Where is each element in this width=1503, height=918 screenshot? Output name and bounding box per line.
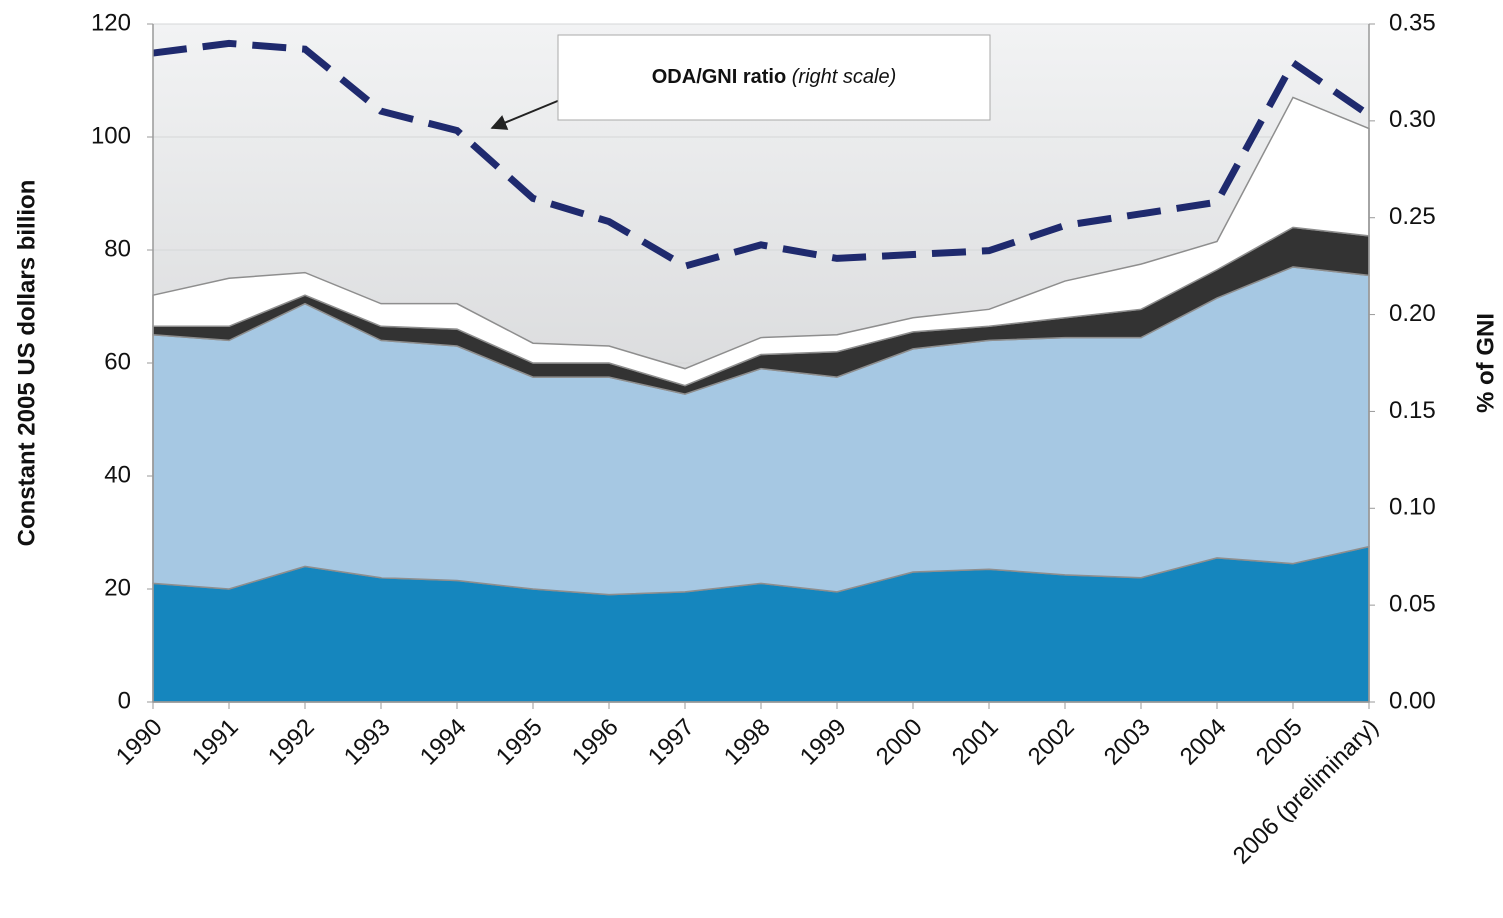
- y-tick-label: 0: [118, 687, 131, 714]
- x-tick-label: 1997: [643, 714, 700, 771]
- x-tick-label: 2005: [1251, 714, 1308, 771]
- y-tick-label: 20: [104, 574, 131, 601]
- y2-tick-label: 0.35: [1389, 9, 1436, 36]
- x-tick-label: 2003: [1099, 714, 1156, 771]
- x-tick-label: 2006 (preliminary): [1228, 714, 1384, 870]
- y2-tick-label: 0.05: [1389, 590, 1436, 617]
- y-axis-label: Constant 2005 US dollars billion: [13, 180, 40, 547]
- x-tick-label: 2004: [1175, 714, 1232, 771]
- annotation-text: ODA/GNI ratio: [652, 66, 786, 88]
- y2-tick-label: 0.25: [1389, 203, 1436, 230]
- y2-tick-label: 0.15: [1389, 397, 1436, 424]
- annotation-box: [557, 34, 991, 121]
- annotation: ODA/GNI ratio (right scale): [652, 66, 897, 88]
- x-tick-label: 2001: [947, 714, 1004, 771]
- x-tick-label: 1994: [415, 714, 472, 771]
- x-tick-label: 1995: [491, 714, 548, 771]
- annotation-note: (right scale): [792, 66, 896, 88]
- y2-tick-label: 0.00: [1389, 687, 1436, 714]
- y-tick-label: 80: [104, 235, 131, 262]
- y2-tick-label: 0.20: [1389, 300, 1436, 327]
- y2-tick-label: 0.10: [1389, 494, 1436, 521]
- y-tick-label: 120: [91, 9, 131, 36]
- x-tick-label: 1990: [111, 714, 168, 771]
- x-tick-label: 1993: [339, 714, 396, 771]
- x-tick-label: 2002: [1023, 714, 1080, 771]
- y2-tick-label: 0.30: [1389, 106, 1436, 133]
- x-tick-label: 1998: [719, 714, 776, 771]
- x-tick-label: 1996: [567, 714, 624, 771]
- line: [152, 39, 1371, 270]
- y-tick-label: 60: [104, 348, 131, 375]
- x-tick-label: 2000: [871, 714, 928, 771]
- y2-axis-label: % of GNI: [1472, 313, 1499, 413]
- x-tick-label: 1992: [263, 714, 320, 771]
- annotation-arrow: [490, 99, 561, 130]
- x-tick-label: 1991: [187, 714, 244, 771]
- y-tick-label: 100: [91, 122, 131, 149]
- x-tick-label: 1999: [795, 714, 852, 771]
- y-tick-label: 40: [104, 461, 131, 488]
